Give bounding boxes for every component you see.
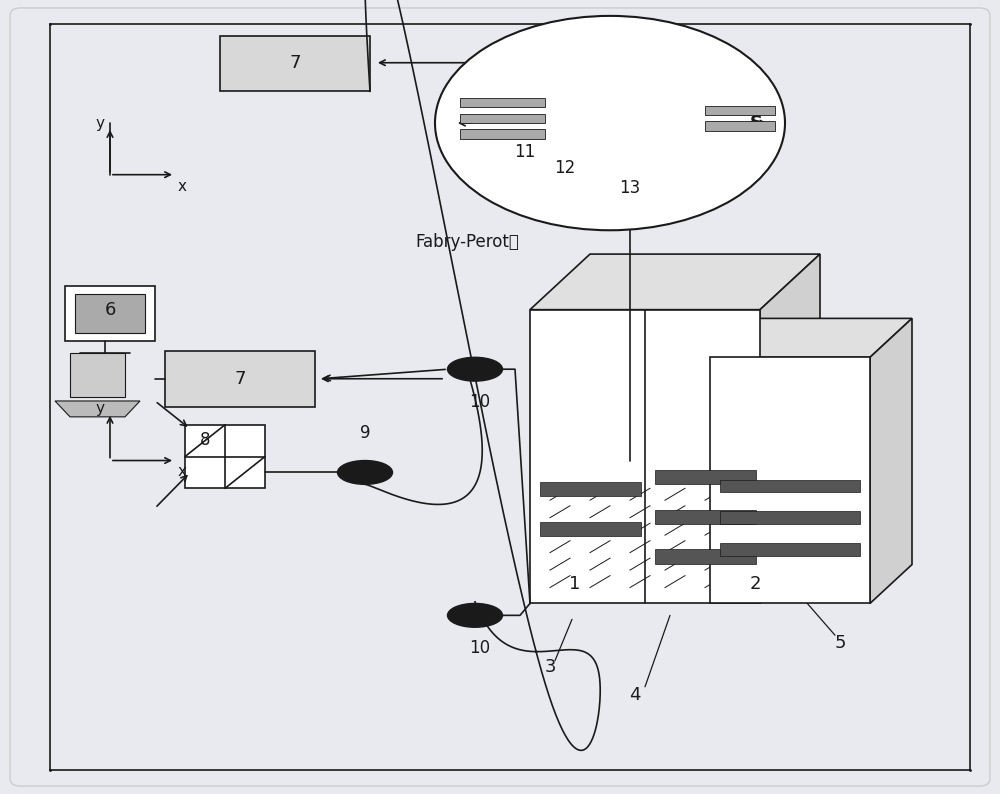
Text: 2: 2	[749, 575, 761, 592]
Text: 光信号: 光信号	[500, 59, 532, 76]
Text: S: S	[750, 114, 763, 132]
Text: 11: 11	[514, 143, 536, 161]
Bar	[720, 543, 860, 556]
Bar	[530, 310, 760, 603]
Text: 3: 3	[544, 658, 556, 676]
Text: 10: 10	[469, 393, 491, 411]
Bar	[655, 549, 756, 564]
Polygon shape	[710, 318, 912, 357]
FancyBboxPatch shape	[10, 8, 990, 786]
Bar	[185, 425, 265, 488]
Ellipse shape	[448, 357, 503, 381]
Text: y: y	[96, 402, 105, 416]
Bar	[710, 357, 870, 603]
Bar	[165, 351, 315, 407]
Text: 9: 9	[360, 424, 370, 442]
Text: 10: 10	[469, 639, 491, 657]
Text: 1: 1	[569, 575, 581, 592]
Bar	[220, 36, 370, 91]
Bar	[460, 98, 545, 107]
Bar	[720, 511, 860, 524]
Text: x: x	[178, 464, 187, 480]
Polygon shape	[55, 401, 140, 417]
Text: 7: 7	[289, 54, 301, 71]
Bar	[655, 510, 756, 524]
Bar	[705, 121, 775, 131]
Text: Fabry-Perot腔: Fabry-Perot腔	[415, 233, 519, 251]
Text: 6: 6	[104, 301, 116, 318]
Bar	[460, 129, 545, 139]
Bar	[720, 480, 860, 492]
Ellipse shape	[448, 603, 503, 627]
Text: 5: 5	[834, 634, 846, 652]
Text: 12: 12	[554, 159, 576, 177]
Text: y: y	[96, 116, 105, 130]
Bar	[460, 114, 545, 123]
Polygon shape	[530, 254, 820, 310]
Bar	[540, 482, 641, 496]
Text: 4: 4	[629, 686, 641, 703]
Text: 13: 13	[619, 179, 641, 197]
Text: 7: 7	[234, 370, 246, 387]
Bar	[540, 522, 641, 536]
Bar	[75, 294, 145, 333]
Polygon shape	[870, 318, 912, 603]
Text: x: x	[178, 179, 187, 194]
Text: 8: 8	[200, 430, 210, 449]
Polygon shape	[760, 254, 820, 603]
Bar	[70, 353, 125, 397]
Ellipse shape	[338, 461, 392, 484]
Bar	[655, 470, 756, 484]
Ellipse shape	[435, 16, 785, 230]
Bar	[705, 106, 775, 115]
Bar	[65, 286, 155, 341]
